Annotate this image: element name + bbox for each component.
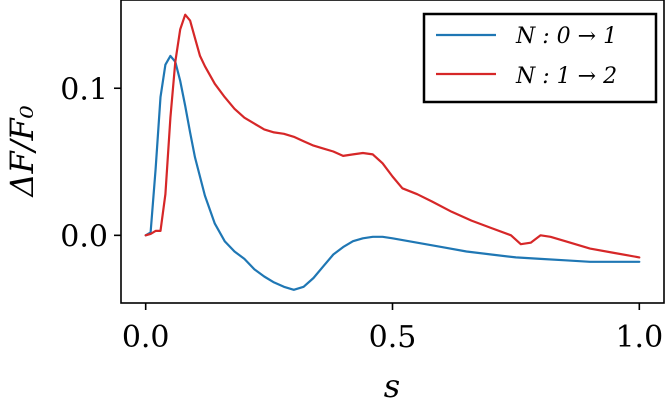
x-tick-label: 1.0	[615, 320, 663, 355]
series-line-2	[144, 13, 641, 259]
legend-box	[422, 12, 658, 104]
y-axis-label: ΔF/F₀	[3, 105, 41, 198]
legend: N : 0 → 1 N : 1 → 2	[422, 12, 658, 104]
y-tick-label: 0.0	[60, 219, 108, 254]
legend-label-series-2: N : 1 → 2	[515, 64, 617, 89]
x-axis-label: s	[384, 367, 400, 405]
x-tick-label: 0.0	[122, 320, 170, 355]
series-layer	[144, 13, 641, 291]
legend-label-series-1: N : 0 → 1	[515, 24, 617, 49]
y-tick-label: 0.1	[60, 72, 108, 107]
tick-layer: 0.0 0.5 1.0 0.0 0.1	[60, 72, 663, 355]
series-line-1	[144, 54, 641, 291]
x-tick-label: 0.5	[369, 320, 417, 355]
